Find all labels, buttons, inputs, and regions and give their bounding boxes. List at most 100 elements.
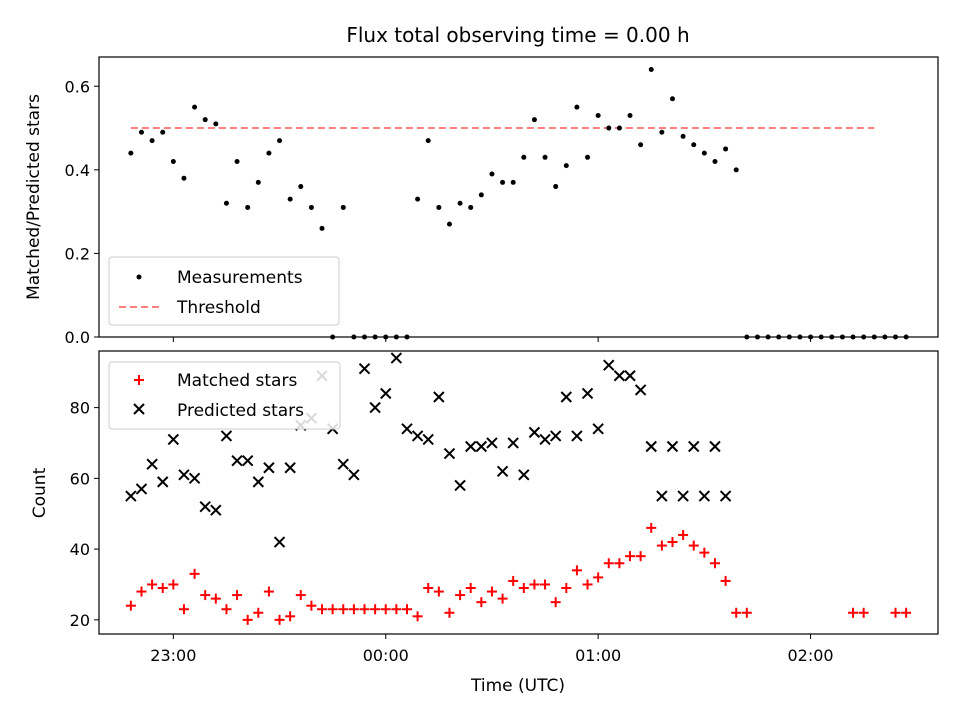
- measurement-point: [170, 158, 176, 164]
- legend-predicted-marker: [133, 403, 145, 415]
- predicted-stars-point: [666, 440, 679, 453]
- matched-stars-point: [720, 575, 731, 586]
- top-y-tick-label: 0.2: [65, 244, 90, 263]
- matched-stars-point: [412, 611, 423, 622]
- x-tick-label: 00:00: [363, 646, 409, 665]
- measurement-point: [786, 334, 792, 340]
- matched-stars-point: [338, 604, 349, 615]
- predicted-stars-point: [433, 391, 445, 403]
- matched-stars-point: [327, 604, 338, 615]
- measurement-point: [181, 175, 187, 181]
- top-legend: Measurements Threshold: [108, 256, 340, 326]
- matched-stars-point: [444, 607, 455, 618]
- predicted-stars-point: [146, 458, 158, 470]
- matched-stars-point: [709, 558, 720, 569]
- measurement-point: [425, 138, 431, 144]
- matched-stars-point: [741, 607, 752, 618]
- matched-stars-point: [901, 607, 912, 618]
- predicted-stars-point: [358, 362, 371, 375]
- chart-title: Flux total observing time = 0.00 h: [346, 23, 689, 47]
- measurement-point: [585, 154, 591, 160]
- measurement-point: [149, 138, 155, 144]
- measurement-point: [362, 334, 368, 340]
- measurement-point: [266, 150, 272, 156]
- matched-stars-point: [136, 586, 147, 597]
- predicted-stars-point: [507, 437, 519, 449]
- predicted-stars-point: [719, 490, 732, 502]
- legend-matched-label: Matched stars: [177, 371, 297, 391]
- matched-stars-point: [168, 579, 179, 590]
- measurement-point: [457, 200, 463, 206]
- bottom-y-tick-label: 60: [70, 469, 90, 488]
- top-y-axis-label: Matched/Predicted stars: [24, 94, 44, 300]
- matched-stars-point: [232, 590, 243, 601]
- matched-stars-point: [178, 604, 189, 615]
- predicted-stars-point: [634, 384, 647, 396]
- predicted-stars-point: [125, 490, 137, 502]
- measurement-point: [659, 129, 665, 135]
- measurement-point: [648, 67, 654, 73]
- matched-stars-point: [210, 593, 221, 604]
- predicted-stars-point: [624, 370, 636, 382]
- measurement-point: [733, 167, 739, 173]
- measurement-point: [510, 179, 516, 185]
- measurement-point: [829, 334, 835, 340]
- bottom-y-tick-label: 40: [70, 540, 90, 559]
- predicted-stars-point: [422, 433, 434, 446]
- predicted-stars-point: [241, 454, 254, 467]
- measurement-point: [468, 204, 474, 210]
- measurement-point: [839, 334, 845, 340]
- matched-stars-point: [465, 583, 476, 594]
- measurement-point: [372, 334, 378, 340]
- predicted-stars-point: [613, 370, 626, 382]
- predicted-stars-point: [709, 440, 721, 453]
- measurement-point: [213, 121, 219, 127]
- matched-stars-point: [242, 614, 253, 625]
- predicted-stars-point: [231, 454, 243, 467]
- measurement-point: [882, 334, 888, 340]
- predicted-stars-point: [252, 476, 265, 488]
- measurement-point: [404, 334, 410, 340]
- predicted-stars-point: [603, 359, 615, 371]
- measurement-point: [553, 184, 559, 190]
- matched-stars-point: [476, 597, 487, 608]
- matched-stars-point: [848, 607, 859, 618]
- predicted-stars-point: [210, 504, 222, 516]
- matched-stars-point: [455, 590, 466, 601]
- x-tick-label: 23:00: [150, 646, 196, 665]
- predicted-stars-point: [475, 440, 488, 453]
- legend-predicted-label: Predicted stars: [177, 401, 304, 421]
- matched-stars-point: [858, 607, 869, 618]
- matched-stars-point: [221, 604, 232, 615]
- measurement-point: [903, 334, 909, 340]
- measurement-point: [701, 150, 707, 156]
- measurement-point: [744, 334, 750, 340]
- matched-stars-point: [890, 607, 901, 618]
- predicted-stars-point: [698, 490, 711, 502]
- matched-stars-point: [614, 558, 625, 569]
- measurement-point: [776, 334, 782, 340]
- measurement-point: [393, 334, 399, 340]
- predicted-stars-point: [220, 430, 233, 442]
- matched-stars-point: [635, 551, 646, 562]
- measurement-point: [287, 196, 293, 202]
- matched-stars-point: [401, 604, 412, 615]
- legend-matched-marker: [134, 375, 144, 385]
- predicted-stars-point: [348, 469, 360, 481]
- predicted-stars-point: [528, 426, 541, 439]
- matched-stars-point: [370, 604, 381, 615]
- matched-stars-point: [274, 614, 285, 625]
- bottom-legend-box: [108, 361, 341, 430]
- predicted-stars-point: [411, 430, 424, 442]
- bottom-y-axis-label: Count: [30, 467, 50, 518]
- measurement-point: [669, 96, 675, 102]
- predicted-stars-point: [486, 437, 498, 449]
- matched-stars-point: [125, 600, 136, 611]
- measurement-point: [808, 334, 814, 340]
- predicted-stars-point: [380, 387, 392, 400]
- predicted-stars-point: [401, 423, 413, 435]
- top-legend-box: [108, 256, 340, 326]
- predicted-stars-point: [135, 483, 148, 495]
